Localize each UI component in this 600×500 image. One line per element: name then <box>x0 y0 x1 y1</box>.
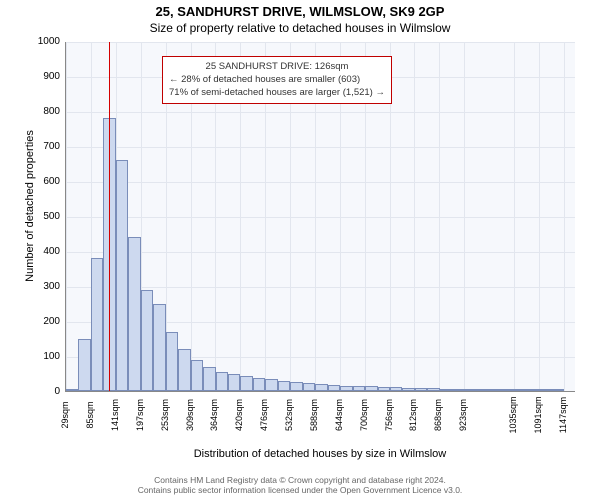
x-tick-label: 700sqm <box>359 390 369 440</box>
x-tick-label: 644sqm <box>334 390 344 440</box>
y-tick-label: 200 <box>20 316 60 327</box>
histogram-bar <box>228 374 240 392</box>
x-tick-label: 532sqm <box>284 390 294 440</box>
property-marker-line <box>109 42 110 391</box>
gridline-v <box>414 42 415 391</box>
footer-attribution: Contains HM Land Registry data © Crown c… <box>0 475 600 496</box>
y-tick-label: 800 <box>20 106 60 117</box>
footer-line-2: Contains public sector information licen… <box>0 485 600 496</box>
x-tick-label: 868sqm <box>433 390 443 440</box>
y-tick-label: 400 <box>20 246 60 257</box>
gridline-h <box>66 42 575 43</box>
gridline-v <box>539 42 540 391</box>
x-tick-label: 812sqm <box>408 390 418 440</box>
y-tick-label: 0 <box>20 386 60 397</box>
histogram-bar <box>178 349 190 391</box>
x-tick-label: 756sqm <box>384 390 394 440</box>
y-tick-label: 100 <box>20 351 60 362</box>
histogram-bar <box>166 332 178 392</box>
gridline-h <box>66 147 575 148</box>
x-tick-label: 197sqm <box>135 390 145 440</box>
gridline-v <box>464 42 465 391</box>
x-tick-label: 1091sqm <box>533 390 543 440</box>
histogram-bar <box>91 258 103 391</box>
callout-line-3: 71% of semi-detached houses are larger (… <box>169 87 385 100</box>
gridline-v <box>514 42 515 391</box>
histogram-bar <box>253 378 265 391</box>
x-tick-label: 588sqm <box>309 390 319 440</box>
x-tick-label: 253sqm <box>160 390 170 440</box>
x-tick-label: 309sqm <box>185 390 195 440</box>
marker-callout: 25 SANDHURST DRIVE: 126sqm ← 28% of deta… <box>162 56 392 104</box>
histogram-bar <box>240 376 252 391</box>
x-tick-label: 420sqm <box>234 390 244 440</box>
histogram-bar <box>116 160 128 391</box>
histogram-bar <box>153 304 165 392</box>
footer-line-1: Contains HM Land Registry data © Crown c… <box>0 475 600 486</box>
histogram-bar <box>141 290 153 392</box>
y-tick-label: 900 <box>20 71 60 82</box>
gridline-h <box>66 252 575 253</box>
x-tick-label: 85sqm <box>85 390 95 440</box>
x-axis-label: Distribution of detached houses by size … <box>65 448 575 460</box>
histogram-bar <box>477 389 489 391</box>
x-tick-label: 364sqm <box>209 390 219 440</box>
histogram-bar <box>490 389 502 391</box>
histogram-bar <box>78 339 90 392</box>
histogram-bar <box>191 360 203 392</box>
gridline-v <box>439 42 440 391</box>
gridline-h <box>66 112 575 113</box>
callout-line-1: 25 SANDHURST DRIVE: 126sqm <box>169 61 385 74</box>
x-tick-label: 923sqm <box>458 390 468 440</box>
gridline-v <box>66 42 67 391</box>
x-tick-label: 476sqm <box>259 390 269 440</box>
histogram-bar <box>203 367 215 392</box>
y-axis-label: Number of detached properties <box>24 106 36 306</box>
y-tick-label: 300 <box>20 281 60 292</box>
gridline-h <box>66 217 575 218</box>
callout-line-2: ← 28% of detached houses are smaller (60… <box>169 74 385 87</box>
gridline-h <box>66 182 575 183</box>
gridline-v <box>564 42 565 391</box>
x-tick-label: 1147sqm <box>558 390 568 440</box>
gridline-h <box>66 287 575 288</box>
page-title: 25, SANDHURST DRIVE, WILMSLOW, SK9 2GP <box>0 4 600 19</box>
x-tick-label: 1035sqm <box>508 390 518 440</box>
y-tick-label: 600 <box>20 176 60 187</box>
y-tick-label: 1000 <box>20 36 60 47</box>
page-subtitle: Size of property relative to detached ho… <box>0 21 600 35</box>
histogram-bar <box>128 237 140 391</box>
y-tick-label: 500 <box>20 211 60 222</box>
x-tick-label: 141sqm <box>110 390 120 440</box>
histogram-bar <box>216 372 228 391</box>
y-tick-label: 700 <box>20 141 60 152</box>
x-tick-label: 29sqm <box>60 390 70 440</box>
